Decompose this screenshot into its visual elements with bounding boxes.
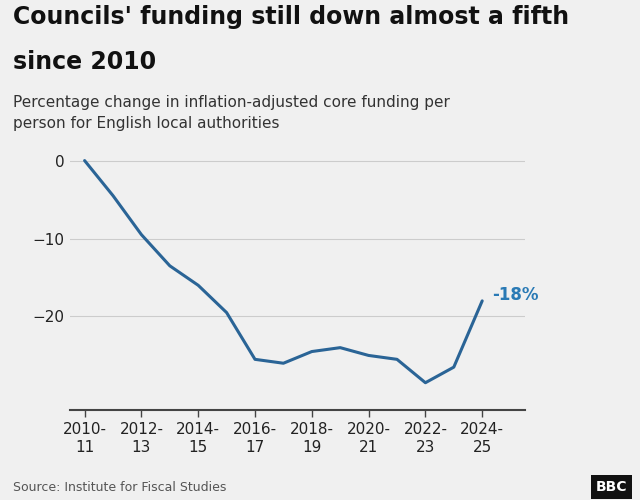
- Text: -18%: -18%: [492, 286, 539, 304]
- Text: Councils' funding still down almost a fifth: Councils' funding still down almost a fi…: [13, 5, 569, 29]
- Text: BBC: BBC: [596, 480, 627, 494]
- Text: since 2010: since 2010: [13, 50, 156, 74]
- Text: Source: Institute for Fiscal Studies: Source: Institute for Fiscal Studies: [13, 481, 226, 494]
- Text: Percentage change in inflation-adjusted core funding per
person for English loca: Percentage change in inflation-adjusted …: [13, 95, 450, 131]
